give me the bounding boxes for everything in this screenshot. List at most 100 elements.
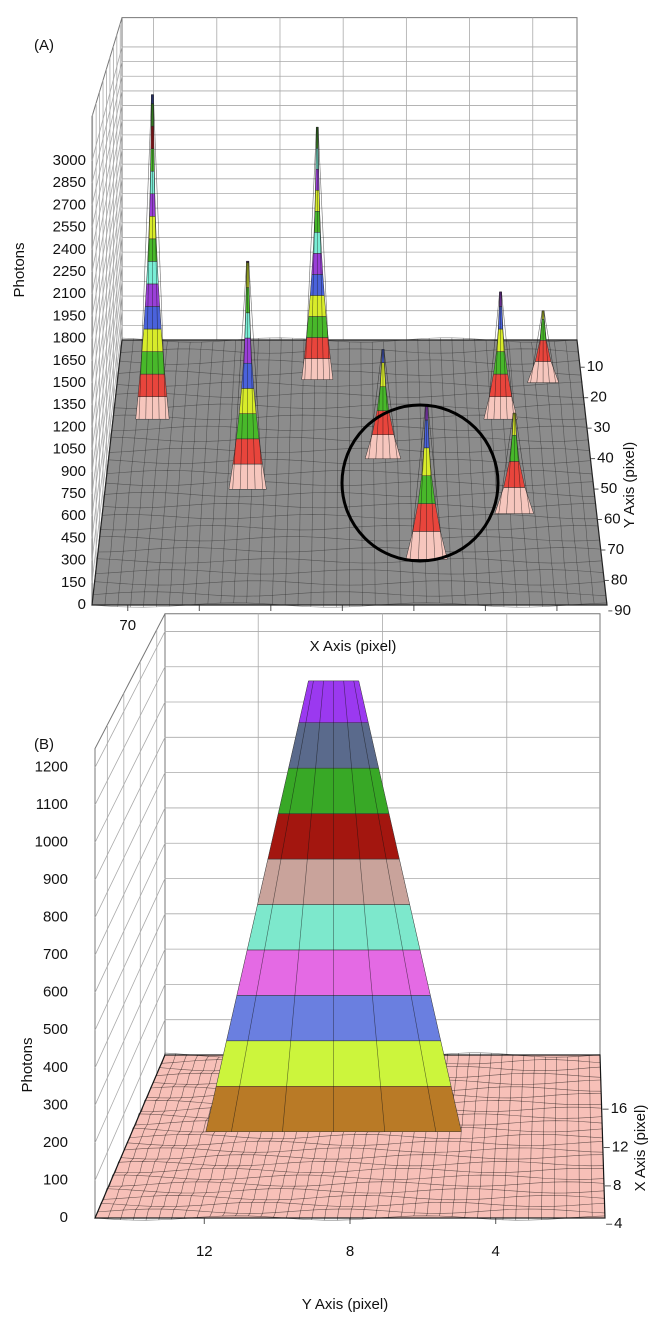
grid-line — [91, 266, 577, 495]
peak-mesh — [153, 94, 167, 420]
grid-line — [94, 736, 600, 881]
peak-mesh — [375, 349, 383, 459]
peak-mesh — [310, 127, 318, 380]
z-tick-label: 1500 — [53, 374, 86, 391]
peak-mesh — [418, 404, 427, 560]
horizontal-tick-label: 70 — [119, 617, 136, 634]
z-tick-label: 300 — [61, 552, 86, 569]
peak-mesh — [247, 261, 256, 490]
grid-line — [94, 772, 600, 918]
peak-mesh — [498, 412, 514, 514]
peak-mesh — [514, 412, 523, 514]
grid-line — [94, 807, 600, 956]
peak-mesh — [231, 680, 314, 1132]
z-tick-label: 2850 — [53, 174, 86, 191]
z-tick-label: 3000 — [53, 152, 86, 169]
z-tick-label: 900 — [61, 463, 86, 480]
z-tick-label: 1000 — [35, 833, 68, 850]
peak-mesh — [530, 310, 543, 383]
peak-mesh — [515, 412, 531, 514]
x-axis-title: X Axis (pixel) — [632, 1105, 649, 1192]
peak-mesh — [343, 680, 386, 1132]
z-tick-label: 0 — [60, 1209, 68, 1226]
surface-plot: 0150300450600750900105012001350150016501… — [53, 17, 631, 634]
z-tick-label: 700 — [43, 946, 68, 963]
peak-mesh — [536, 310, 543, 383]
grid-line — [94, 1019, 600, 1181]
z-tick-label: 1100 — [36, 796, 68, 813]
peak-mesh — [317, 127, 324, 380]
panel-label: (B) — [34, 736, 54, 753]
z-tick-label: 800 — [43, 909, 68, 926]
depth-tick-label: 60 — [604, 510, 621, 527]
plots: 0150300450600750900105012001350150016501… — [35, 17, 631, 1260]
peak-mesh — [239, 261, 248, 490]
peak-mesh — [145, 94, 153, 420]
peak-mesh — [493, 291, 501, 420]
peak — [135, 94, 170, 420]
z-tick-label: 600 — [61, 507, 86, 524]
peak — [228, 260, 267, 490]
z-tick-label: 450 — [61, 529, 86, 546]
y-axis-title: Y Axis (pixel) — [621, 442, 638, 528]
grid-line — [91, 61, 577, 184]
depth-tick-label: 8 — [613, 1177, 621, 1194]
z-tick-label: 1350 — [53, 396, 86, 413]
horizontal-tick-label: 8 — [346, 1243, 354, 1260]
peak — [205, 680, 462, 1132]
peak-mesh — [506, 412, 515, 514]
depth-tick-label: 50 — [601, 480, 618, 497]
highlight-circle — [340, 403, 500, 563]
peak-mesh — [304, 127, 317, 380]
depth-tick-label: 4 — [614, 1215, 622, 1232]
peak-mesh — [383, 349, 391, 459]
peak-mesh — [152, 94, 160, 420]
depth-tick-label: 70 — [607, 541, 624, 558]
floor-mesh — [110, 436, 589, 442]
depth-tick-label: 10 — [587, 358, 604, 375]
overlay: (A) Photons X Axis (pixel) Y Axis (pixel… — [11, 37, 649, 1313]
horizontal-tick-label: 4 — [492, 1243, 500, 1260]
z-tick-label: 2700 — [53, 196, 86, 213]
grid-line — [91, 280, 577, 517]
z-tick-label: 0 — [78, 596, 86, 613]
peak-mesh — [248, 261, 263, 490]
y-axis-title: Y Axis (pixel) — [302, 1296, 388, 1313]
grid-line — [91, 222, 577, 428]
floor-mesh — [100, 1201, 605, 1207]
grid-line — [94, 878, 600, 1031]
grid-line — [91, 251, 577, 472]
peak — [301, 126, 334, 380]
floor-mesh — [112, 1174, 604, 1180]
grid-line — [91, 134, 577, 295]
z-tick-label: 2400 — [53, 241, 86, 258]
floor-mesh — [109, 1181, 604, 1187]
z-tick-label: 400 — [43, 1059, 68, 1076]
peak-mesh — [543, 310, 550, 383]
floor-mesh — [111, 425, 588, 431]
floor-mesh — [93, 591, 606, 597]
grid-line — [94, 631, 600, 768]
z-tick-label: 300 — [43, 1096, 68, 1113]
x-axis-title: X Axis (pixel) — [310, 638, 397, 655]
floor-mesh — [97, 1208, 605, 1214]
grid-line — [94, 948, 600, 1106]
depth-tick-label: 80 — [611, 571, 628, 588]
peak-mesh — [368, 349, 383, 459]
peak-mesh — [383, 349, 398, 459]
panel-label: (A) — [34, 37, 54, 54]
z-tick-label: 750 — [61, 485, 86, 502]
floor-mesh — [103, 1195, 605, 1201]
depth-tick-label: 20 — [590, 389, 607, 406]
floor-mesh — [129, 1134, 603, 1139]
grid-line — [91, 163, 577, 339]
floor-mesh — [127, 1140, 603, 1146]
peak — [483, 291, 518, 420]
peak-mesh — [409, 404, 426, 560]
z-tick-label: 500 — [43, 1021, 68, 1038]
depth-tick-label: 12 — [612, 1138, 629, 1155]
peak — [527, 310, 560, 383]
z-axis-title: Photons — [11, 242, 28, 297]
grid-line — [91, 90, 577, 228]
